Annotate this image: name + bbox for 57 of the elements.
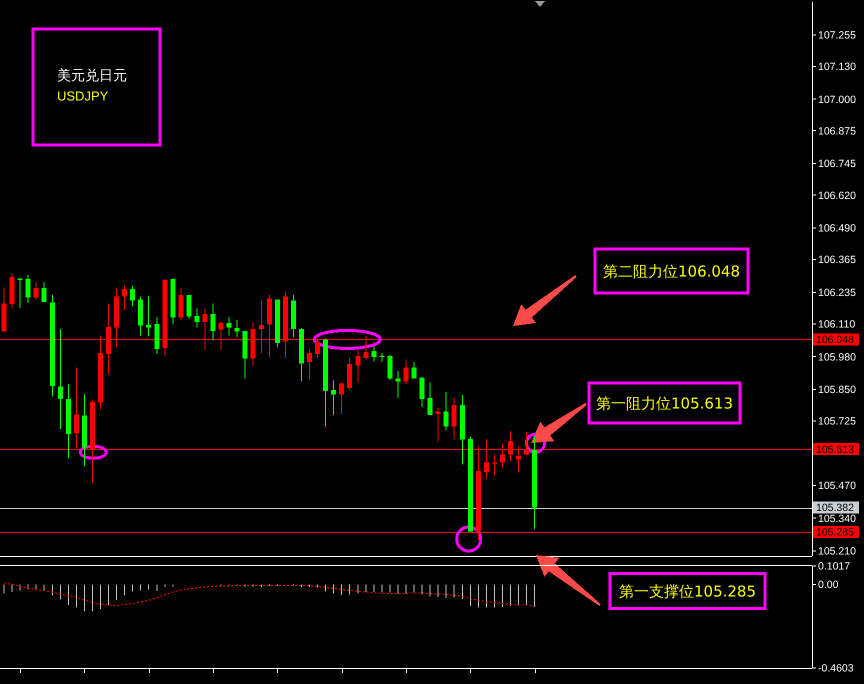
y-tick-label: 105.980 <box>818 351 856 364</box>
y-tick-label: 0.00 <box>818 579 839 592</box>
candlestick <box>395 370 400 398</box>
candlestick <box>339 382 344 415</box>
y-tick-label: 105.850 <box>818 384 856 396</box>
candlestick <box>387 354 392 381</box>
candlestick <box>444 392 449 431</box>
candlestick <box>122 286 128 310</box>
text: 美元兑日元 <box>57 68 127 84</box>
y-tick-label: 106.620 <box>818 190 856 202</box>
y-tick-label: 105.210 <box>818 546 856 558</box>
y-tick-label: 106.875 <box>818 125 856 138</box>
y-tick-label: 107.255 <box>818 29 856 42</box>
y-tick-label: 105.340 <box>818 512 856 525</box>
y-tick-label: 0.1017 <box>818 560 850 573</box>
y-tick-label: 106.365 <box>818 254 856 266</box>
y-tick-label: 106.110 <box>818 318 856 330</box>
candlestick <box>307 348 312 381</box>
y-tick-label: 105.470 <box>818 480 856 492</box>
annotation: 第一支撑位105.285 <box>618 582 756 600</box>
y-tick-label: 107.000 <box>818 94 856 106</box>
candlestick <box>58 328 63 430</box>
candlestick <box>404 359 408 385</box>
candlestick <box>436 407 441 442</box>
candlestick <box>42 281 47 303</box>
y-tick-label: 106.745 <box>818 158 856 170</box>
text: USDJPY <box>57 88 109 104</box>
candlestick <box>234 320 240 338</box>
ref-line-label: 105.285 <box>816 526 854 539</box>
candlestick <box>452 398 457 440</box>
y-tick-label: 106.490 <box>818 222 856 235</box>
candlestick <box>210 302 216 341</box>
ref-line-label: 106.048 <box>816 334 854 346</box>
y-tick-label: 105.725 <box>818 416 856 428</box>
candlestick <box>355 350 360 383</box>
candlestick <box>226 316 232 336</box>
candlestick <box>194 308 200 328</box>
candlestick <box>420 377 425 408</box>
candlestick <box>26 274 31 304</box>
ref-line-label: 105.382 <box>816 502 854 514</box>
candlestick <box>34 282 39 300</box>
annotation: 第一阻力位105.613 <box>596 394 734 412</box>
candlestick <box>371 346 376 362</box>
y-tick-label: 107.130 <box>818 61 856 74</box>
candlestick <box>178 287 184 320</box>
candlestick <box>412 361 417 379</box>
candlestick <box>130 286 136 307</box>
candlestick <box>186 294 192 320</box>
y-tick-label: -0.4603 <box>818 662 854 675</box>
annotation: 第二阻力位106.048 <box>602 262 740 280</box>
candlestick <box>379 352 384 362</box>
candlestick <box>428 382 433 416</box>
line-series <box>4 582 536 606</box>
candlestick <box>331 380 336 416</box>
ref-line-label: 105.613 <box>816 444 854 456</box>
y-tick-label: 106.235 <box>818 286 856 299</box>
candlestick <box>492 454 497 476</box>
